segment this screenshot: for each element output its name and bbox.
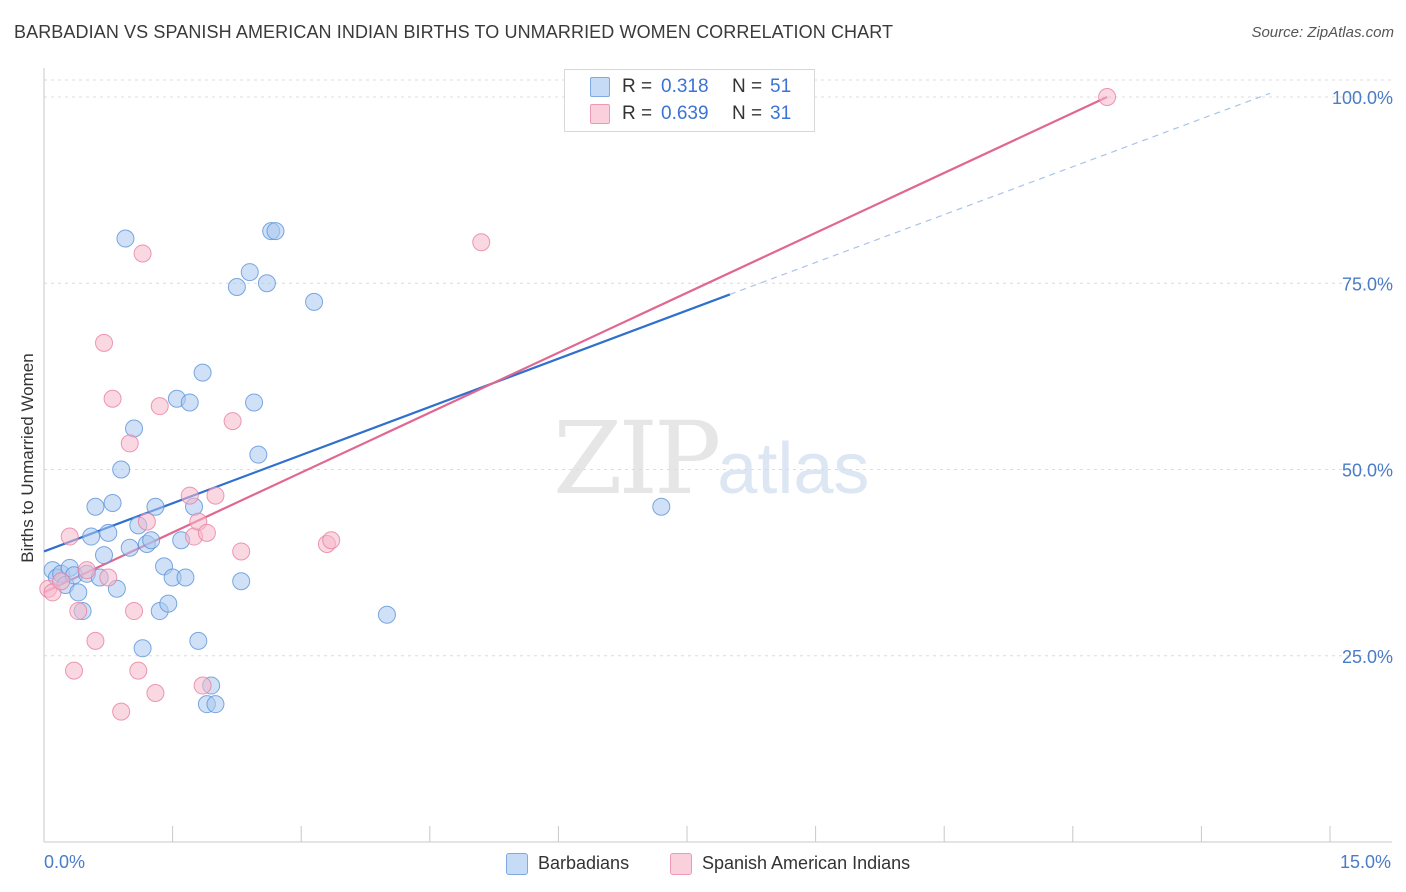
point-barbadians bbox=[82, 527, 101, 546]
y-tick-labels: 100.0% 75.0% 50.0% 25.0% bbox=[1332, 88, 1393, 667]
trendlines bbox=[43, 92, 1271, 594]
x-tick-label-max: 15.0% bbox=[1340, 852, 1392, 872]
point-barbadians bbox=[206, 695, 225, 714]
data-points bbox=[39, 88, 1117, 721]
bottom-legend-swatch-spanish-american-indians bbox=[670, 853, 692, 875]
legend-r-label: R = bbox=[622, 76, 653, 97]
y-tick-label: 100.0% bbox=[1332, 88, 1393, 108]
point-barbadians bbox=[377, 605, 396, 624]
correlation-legend: R = 0.318 N = 51 R = 0.639 N = 31 bbox=[564, 69, 815, 132]
point-spanish-american-indians bbox=[95, 333, 114, 352]
point-barbadians bbox=[245, 393, 264, 412]
point-spanish-american-indians bbox=[223, 412, 242, 431]
point-spanish-american-indians bbox=[112, 702, 131, 721]
point-barbadians bbox=[159, 594, 178, 613]
legend-r-value: 0.318 bbox=[661, 76, 709, 97]
point-barbadians bbox=[125, 419, 144, 438]
point-spanish-american-indians bbox=[52, 572, 71, 591]
legend-n-value: 31 bbox=[770, 103, 792, 124]
legend-r-label: R = bbox=[622, 103, 653, 124]
point-spanish-american-indians bbox=[99, 568, 118, 587]
point-barbadians bbox=[99, 523, 118, 542]
bottom-legend-label-barbadians: Barbadians bbox=[538, 853, 630, 873]
point-spanish-american-indians bbox=[86, 631, 105, 650]
point-spanish-american-indians bbox=[1098, 88, 1117, 106]
point-barbadians bbox=[112, 460, 131, 479]
point-barbadians bbox=[176, 568, 195, 587]
x-tick-label-min: 0.0% bbox=[44, 852, 86, 872]
point-spanish-american-indians bbox=[322, 531, 341, 550]
point-barbadians bbox=[95, 546, 114, 565]
point-spanish-american-indians bbox=[129, 661, 148, 680]
point-spanish-american-indians bbox=[146, 684, 165, 702]
y-tick-label: 25.0% bbox=[1342, 647, 1393, 667]
point-spanish-american-indians bbox=[180, 486, 199, 505]
point-barbadians bbox=[189, 631, 208, 650]
point-spanish-american-indians bbox=[65, 661, 84, 680]
point-spanish-american-indians bbox=[77, 561, 96, 580]
bottom-legend-label-spanish-american-indians: Spanish American Indians bbox=[702, 853, 911, 873]
legend-swatch-barbadians bbox=[590, 77, 610, 97]
y-tick-label: 75.0% bbox=[1342, 274, 1393, 294]
point-barbadians bbox=[193, 363, 212, 382]
trendline-spanish-american-indians bbox=[43, 96, 1108, 594]
point-barbadians bbox=[257, 274, 276, 293]
point-barbadians bbox=[142, 531, 161, 550]
watermark-zip: ZIP bbox=[553, 400, 721, 517]
point-spanish-american-indians bbox=[137, 512, 156, 531]
legend-n-label: N = bbox=[732, 76, 763, 97]
point-spanish-american-indians bbox=[133, 244, 152, 263]
axes bbox=[43, 68, 1392, 843]
point-spanish-american-indians bbox=[69, 602, 88, 621]
point-spanish-american-indians bbox=[120, 434, 139, 453]
point-spanish-american-indians bbox=[103, 389, 122, 408]
point-spanish-american-indians bbox=[193, 676, 212, 695]
point-spanish-american-indians bbox=[206, 486, 225, 505]
point-barbadians bbox=[69, 583, 88, 602]
point-spanish-american-indians bbox=[150, 397, 169, 416]
point-spanish-american-indians bbox=[60, 527, 79, 546]
point-barbadians bbox=[146, 497, 165, 516]
point-barbadians bbox=[120, 538, 139, 557]
point-barbadians bbox=[180, 393, 199, 412]
point-barbadians bbox=[103, 494, 122, 513]
point-barbadians bbox=[249, 445, 268, 464]
legend-swatch-spanish-american-indians bbox=[590, 104, 610, 124]
point-spanish-american-indians bbox=[125, 602, 144, 621]
legend-n-value: 51 bbox=[770, 76, 792, 97]
point-barbadians bbox=[305, 292, 324, 311]
point-barbadians bbox=[227, 277, 246, 296]
y-axis-label: Births to Unmarried Women bbox=[18, 353, 37, 563]
point-barbadians bbox=[116, 229, 135, 248]
point-barbadians bbox=[240, 263, 259, 282]
legend-n-label: N = bbox=[732, 103, 763, 124]
bottom-legend-swatch-barbadians bbox=[506, 853, 528, 875]
point-barbadians bbox=[232, 572, 251, 591]
chart-title: BARBADIAN VS SPANISH AMERICAN INDIAN BIR… bbox=[14, 22, 894, 42]
point-barbadians bbox=[266, 222, 285, 241]
y-tick-label: 50.0% bbox=[1342, 461, 1393, 481]
grid-lines bbox=[44, 79, 1392, 657]
point-barbadians bbox=[86, 497, 105, 516]
point-spanish-american-indians bbox=[197, 523, 216, 542]
chart-source: Source: ZipAtlas.com bbox=[1251, 24, 1394, 41]
legend-r-value: 0.639 bbox=[661, 103, 709, 124]
trendline-extension bbox=[729, 92, 1271, 295]
point-barbadians bbox=[652, 497, 671, 516]
point-barbadians bbox=[133, 639, 152, 658]
point-spanish-american-indians bbox=[232, 542, 251, 561]
point-spanish-american-indians bbox=[472, 233, 491, 252]
